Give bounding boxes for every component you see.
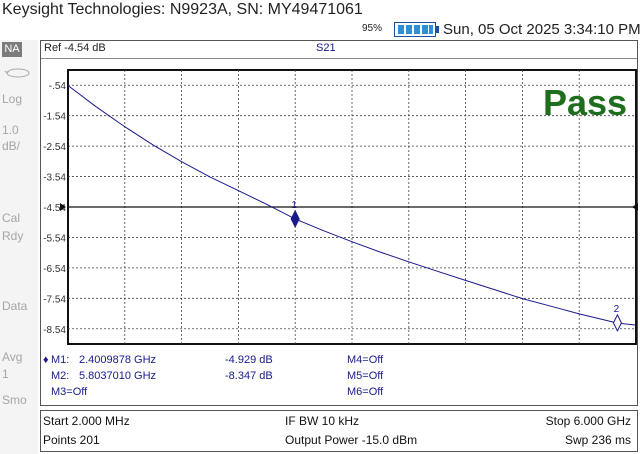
marker-label: 2 — [614, 304, 620, 315]
marker3-status[interactable]: M3=Off — [51, 386, 88, 398]
ref-arrow-right — [632, 203, 638, 211]
marker-diamond — [290, 209, 300, 228]
marker1-label[interactable]: M1: — [51, 354, 70, 366]
scale-value[interactable]: 1.0 — [2, 123, 19, 137]
marker-diamond — [612, 313, 622, 333]
y-tick-label: -.54 — [49, 81, 67, 92]
marker-label: 1 — [291, 200, 297, 211]
trace-name: S21 — [316, 42, 336, 54]
marker2-label[interactable]: M2: — [51, 370, 70, 382]
ref-arrow-left — [60, 203, 66, 211]
output-power[interactable]: Output Power -15.0 dBm — [285, 433, 418, 447]
mode-badge[interactable]: NA — [2, 42, 22, 57]
pass-indicator: Pass — [543, 82, 628, 123]
plot-frame — [40, 40, 638, 406]
start-frequency[interactable]: Start 2.000 MHz — [43, 414, 130, 428]
points-count[interactable]: Points 201 — [43, 433, 100, 447]
stop-frequency[interactable]: Stop 6.000 GHz — [545, 414, 631, 428]
marker2-value: -8.347 dB — [225, 370, 273, 382]
avg-label[interactable]: Avg — [2, 350, 23, 364]
data-label[interactable]: Data — [2, 299, 28, 313]
smoothing-label[interactable]: Smo — [2, 393, 27, 407]
marker4-status[interactable]: M4=Off — [347, 354, 384, 366]
sweep-icon — [4, 68, 30, 78]
marker-table: ♦ M1: 2.4009878 GHz -4.929 dB M2: 5.8037… — [41, 350, 637, 406]
cal-status: Rdy — [2, 229, 24, 243]
if-bandwidth[interactable]: IF BW 10 kHz — [285, 414, 360, 428]
marker1-frequency: 2.4009878 GHz — [79, 354, 157, 366]
header-divider — [41, 58, 637, 59]
y-tick-label: -2.54 — [43, 142, 66, 153]
y-tick-label: -8.54 — [43, 325, 66, 336]
battery-tip — [436, 26, 439, 33]
avg-count: 1 — [2, 367, 9, 381]
battery-icon — [394, 22, 436, 37]
cal-label[interactable]: Cal — [2, 211, 21, 225]
marker1-value: -4.929 dB — [225, 354, 273, 366]
y-tick-label: -1.54 — [43, 112, 66, 123]
reference-level[interactable]: Ref -4.54 dB — [44, 42, 106, 54]
y-tick-label: -6.54 — [43, 264, 66, 275]
datetime: Sun, 05 Oct 2025 3:34:10 PM — [443, 21, 640, 38]
window-title: Keysight Technologies: N9923A, SN: MY494… — [2, 1, 363, 18]
marker6-status[interactable]: M6=Off — [347, 386, 384, 398]
format-label[interactable]: Log — [2, 92, 23, 106]
trace-line — [67, 85, 637, 326]
y-tick-label: -5.54 — [43, 233, 66, 244]
battery-percent: 95% — [362, 23, 383, 34]
sweep-time[interactable]: Swp 236 ms — [564, 433, 631, 447]
marker2-frequency: 5.8037010 GHz — [79, 370, 157, 382]
side-panel — [0, 40, 38, 454]
scale-unit: dB/ — [2, 139, 21, 153]
y-tick-label: -7.54 — [43, 294, 66, 305]
y-tick-label: -4.54 — [43, 203, 66, 214]
marker5-status[interactable]: M5=Off — [347, 370, 384, 382]
footer-panel: Start 2.000 MHz Points 201 IF BW 10 kHz … — [40, 410, 638, 452]
active-marker-icon: ♦ — [43, 354, 49, 366]
y-tick-label: -3.54 — [43, 173, 66, 184]
